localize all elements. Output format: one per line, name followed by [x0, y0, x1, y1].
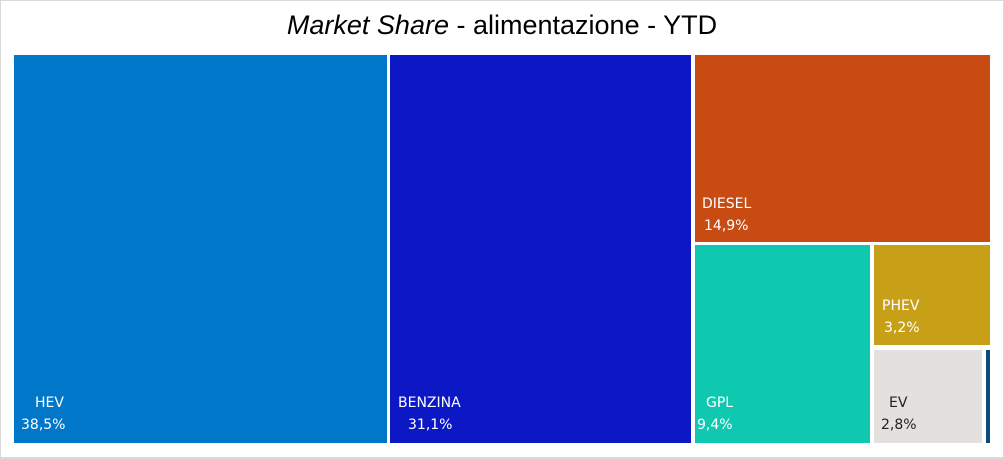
chart-title-rest: - alimentazione - YTD	[448, 10, 718, 40]
tile-phev-value: 3,2%	[884, 320, 920, 336]
tile-other[interactable]	[986, 350, 990, 443]
tile-gpl-name: GPL	[706, 395, 734, 411]
tile-ev[interactable]: EV 2,8%	[874, 350, 982, 443]
tile-phev[interactable]: PHEV 3,2%	[874, 245, 990, 345]
tile-hev-value: 38,5%	[21, 417, 66, 433]
tile-diesel-name: DIESEL	[702, 196, 752, 212]
tile-gpl[interactable]: GPL 9,4%	[695, 245, 870, 443]
tile-hev-name: HEV	[35, 395, 64, 411]
tile-ev-value: 2,8%	[881, 417, 917, 433]
chart-title: Market Share - alimentazione - YTD	[0, 10, 1004, 41]
chart-title-italic: Market Share	[286, 10, 449, 40]
tile-hev[interactable]: HEV 38,5%	[14, 55, 387, 443]
tile-diesel[interactable]: DIESEL 14,9%	[695, 55, 990, 242]
tile-benzina-value: 31,1%	[408, 417, 453, 433]
tile-phev-name: PHEV	[882, 298, 920, 314]
tile-ev-name: EV	[889, 395, 908, 411]
tile-diesel-value: 14,9%	[704, 218, 749, 234]
tile-benzina-name: BENZINA	[398, 395, 461, 411]
tile-gpl-value: 9,4%	[697, 417, 733, 433]
tile-benzina[interactable]: BENZINA 31,1%	[390, 55, 691, 443]
